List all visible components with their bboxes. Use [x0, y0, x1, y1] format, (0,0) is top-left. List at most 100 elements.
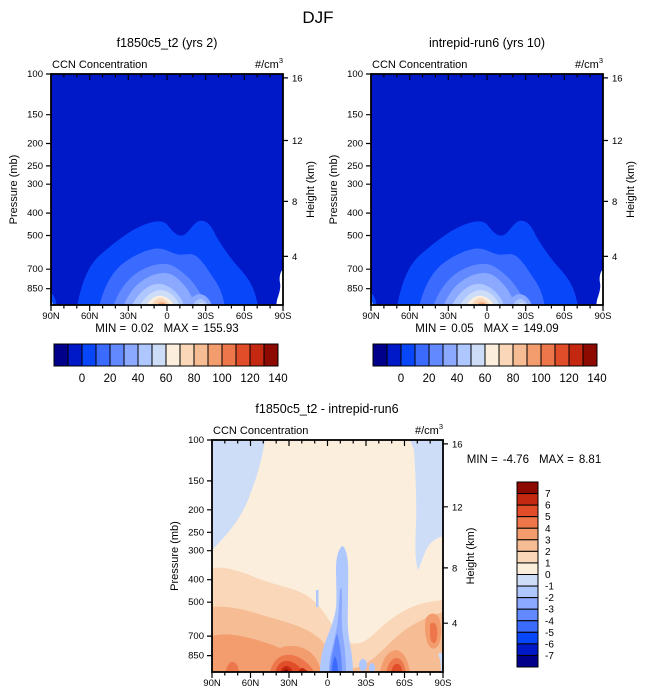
colorbar-cell — [516, 493, 539, 506]
panel-c-field-label: CCN Concentration — [213, 425, 308, 437]
colorbar-label: 120 — [559, 373, 578, 385]
panel-b-axes: 90N 60N 30N 0 30S 60S 90S 100 150 200 250 300 400 500… — [347, 69, 622, 322]
colorbar-label: 5 — [545, 512, 551, 523]
colorbar-cell — [386, 343, 402, 367]
diff-negative-dot-2 — [369, 663, 375, 672]
diff-level-6-core1 — [280, 666, 293, 672]
lat-tick-label: 30S — [517, 311, 534, 322]
lat-tick-label: 60N — [81, 311, 99, 322]
lat-tick-label: 30N — [120, 311, 138, 322]
pressure-tick-label: 150 — [27, 110, 43, 121]
pressure-tick-label: 100 — [347, 69, 363, 80]
colorbar-cell — [484, 343, 500, 367]
pressure-tick-label: 700 — [27, 264, 43, 275]
pressure-tick-label: 200 — [27, 139, 43, 150]
panel-a-units-label: #/cm3 — [255, 56, 283, 71]
panel-a-axes: 90N 60N 30N 0 30S 60S 90S 100 150 200 250 300 400 500… — [27, 69, 302, 322]
lat-tick-label: 60S — [236, 311, 253, 322]
height-tick-label: 12 — [452, 502, 463, 513]
panel-b-plot — [371, 74, 603, 305]
colorbar-cell — [512, 343, 528, 367]
panel-a-minmax: MIN = 0.02 MAX = 155.93 — [95, 323, 238, 335]
panel-a-height-axis-title: Height (km) — [305, 161, 317, 218]
colorbar-cell — [516, 585, 539, 599]
colorbar-label: 20 — [104, 373, 117, 385]
pressure-tick-label: 850 — [27, 284, 43, 295]
pressure-tick-label: 150 — [347, 110, 363, 121]
colorbar-label: 40 — [451, 373, 464, 385]
lat-tick-label: 90S — [595, 311, 612, 322]
pressure-tick-label: 250 — [188, 527, 204, 538]
units-exponent: 3 — [439, 422, 443, 431]
diff-negative-dot-1 — [359, 659, 367, 671]
colorbar-label: 40 — [132, 373, 145, 385]
colorbar-label: 6 — [545, 501, 551, 512]
colorbar-cell — [516, 620, 539, 633]
lat-tick-label: 90N — [203, 678, 221, 689]
panel-c-axes: 90N 60N 30N 0 30S 60S 90S 100 150 200 250 300 400 500… — [188, 435, 462, 689]
colorbar-cell — [456, 343, 472, 367]
colorbar-cell — [81, 343, 97, 367]
colorbar-cell — [516, 516, 539, 529]
colorbar-label: 0 — [79, 373, 85, 385]
units-exponent: 3 — [599, 56, 603, 65]
pressure-tick-label: 400 — [27, 208, 43, 219]
pressure-tick-label: 400 — [188, 575, 204, 586]
height-tick-label: 16 — [452, 439, 463, 450]
diff-level-3-small — [246, 662, 263, 672]
colorbar-cell — [263, 343, 279, 367]
panel-a-plot — [51, 74, 283, 305]
axis-ticks — [366, 73, 608, 311]
panel-c-plot — [212, 440, 443, 672]
colorbar-label: -5 — [545, 628, 554, 639]
colorbar-cell — [53, 343, 69, 367]
lat-tick-label: 30N — [280, 678, 298, 689]
colorbar-label: 0 — [545, 570, 551, 581]
pressure-tick-label: 400 — [347, 208, 363, 219]
panel-b-colorbar: 0 20 40 60 80 100 120 140 — [372, 343, 607, 385]
colorbar-label: -1 — [545, 582, 554, 593]
pressure-tick-label: 300 — [347, 179, 363, 190]
units-exponent: 3 — [279, 56, 283, 65]
colorbar-label: 60 — [479, 373, 492, 385]
pressure-tick-label: 500 — [347, 231, 363, 242]
height-tick-label: 8 — [612, 197, 617, 208]
lat-tick-label: 60N — [242, 678, 260, 689]
colorbar-cell — [516, 539, 539, 552]
panel-b-pressure-axis-title: Pressure (mb) — [328, 155, 340, 225]
diff-level-6-core2 — [298, 668, 307, 672]
diff-negative-top-right — [410, 440, 443, 570]
panel-c-height-axis-title: Height (km) — [465, 528, 477, 585]
panel-c-title: f1850c5_t2 - intrepid-run6 — [255, 402, 398, 416]
colorbar-cell — [516, 550, 539, 564]
colorbar-cell — [516, 504, 539, 518]
panel-a-field-label: CCN Concentration — [52, 59, 147, 71]
colorbar-cell — [193, 343, 209, 367]
colorbar-cell — [526, 343, 542, 367]
pressure-tick-label: 500 — [188, 597, 204, 608]
axis-ticks — [207, 439, 448, 678]
colorbar-cell — [109, 343, 125, 367]
colorbar-cell — [498, 343, 514, 367]
colorbar-cell — [516, 527, 539, 541]
colorbar-label: -2 — [545, 593, 554, 604]
colorbar-cell — [95, 343, 111, 367]
colorbar-label: -3 — [545, 605, 554, 616]
colorbar-label: 140 — [587, 373, 606, 385]
height-tick-label: 4 — [292, 252, 297, 263]
pressure-tick-label: 300 — [188, 546, 204, 557]
colorbar-cell — [442, 343, 458, 367]
height-tick-label: 4 — [452, 619, 457, 630]
pressure-tick-label: 700 — [188, 631, 204, 642]
pressure-tick-label: 850 — [347, 284, 363, 295]
colorbar-cell — [516, 481, 539, 495]
figure-title: DJF — [302, 8, 333, 27]
height-tick-label: 16 — [612, 73, 623, 84]
colorbar-label: -6 — [545, 639, 554, 650]
units-base: #/cm — [415, 425, 439, 437]
pressure-tick-label: 500 — [27, 231, 43, 242]
panel-b-minmax: MIN = 0.05 MAX = 149.09 — [415, 323, 558, 335]
colorbar-label: -7 — [545, 651, 554, 662]
diff-tongue-level-1 — [320, 546, 353, 672]
